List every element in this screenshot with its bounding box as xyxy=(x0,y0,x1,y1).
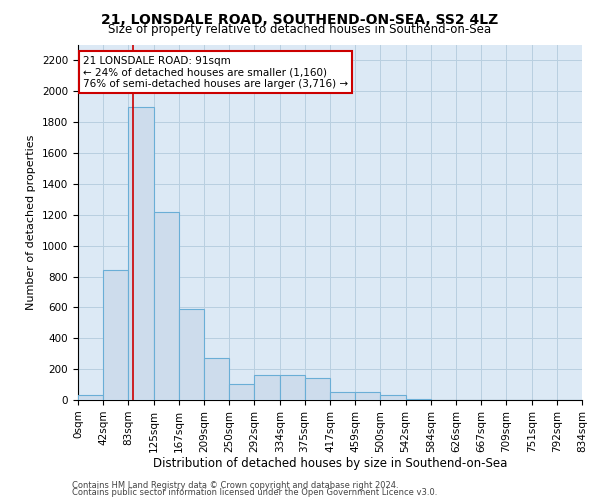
Bar xyxy=(254,374,280,400)
Bar xyxy=(128,106,154,400)
Bar xyxy=(330,392,355,400)
Y-axis label: Number of detached properties: Number of detached properties xyxy=(26,135,37,310)
Bar xyxy=(305,378,330,400)
Bar xyxy=(179,309,205,400)
Bar xyxy=(229,384,254,400)
Text: 21, LONSDALE ROAD, SOUTHEND-ON-SEA, SS2 4LZ: 21, LONSDALE ROAD, SOUTHEND-ON-SEA, SS2 … xyxy=(101,12,499,26)
Bar xyxy=(154,212,179,400)
Bar xyxy=(380,396,406,400)
X-axis label: Distribution of detached houses by size in Southend-on-Sea: Distribution of detached houses by size … xyxy=(153,458,507,470)
Bar xyxy=(280,376,305,400)
Text: 21 LONSDALE ROAD: 91sqm
← 24% of detached houses are smaller (1,160)
76% of semi: 21 LONSDALE ROAD: 91sqm ← 24% of detache… xyxy=(83,56,348,89)
Bar xyxy=(78,396,103,400)
Text: Contains public sector information licensed under the Open Government Licence v3: Contains public sector information licen… xyxy=(72,488,437,497)
Text: Size of property relative to detached houses in Southend-on-Sea: Size of property relative to detached ho… xyxy=(109,22,491,36)
Bar xyxy=(103,270,128,400)
Bar xyxy=(355,392,380,400)
Text: Contains HM Land Registry data © Crown copyright and database right 2024.: Contains HM Land Registry data © Crown c… xyxy=(72,480,398,490)
Bar xyxy=(205,358,229,400)
Bar xyxy=(406,399,431,400)
